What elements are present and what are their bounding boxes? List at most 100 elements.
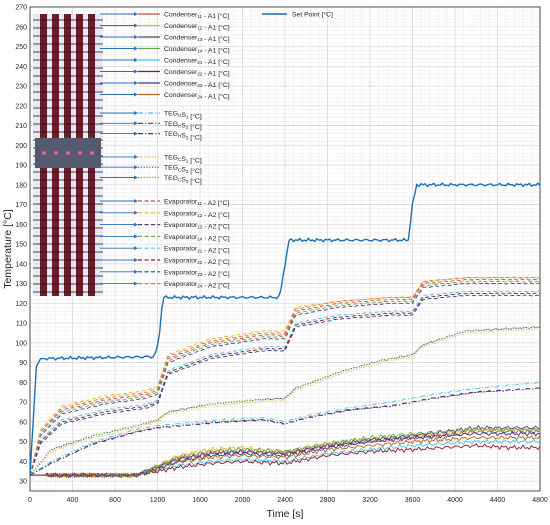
y-tick-label: 150 [15,242,27,249]
legend-arrowhead [134,234,138,239]
x-tick-label: 2400 [277,497,293,504]
series-line [30,425,541,478]
legend-arrowhead [134,199,138,203]
series-line [29,278,541,476]
legend-label: Evaporator14 - A2 [°C] [164,234,230,243]
legend-arrowhead [134,92,138,97]
legend-label: Condenser22 - A1 [°C] [164,69,230,78]
x-tick-label: 3600 [405,497,421,504]
series-line [29,325,541,476]
legend-label: Evaporator24 - A2 [°C] [164,281,230,290]
y-tick-label: 210 [15,123,27,130]
x-tick-label: 1200 [150,497,166,504]
legend-label: Condenser13 - A1 [°C] [164,35,230,44]
legend-arrowhead [134,81,138,85]
legend-label: TEGHS3 [°C] [164,131,202,141]
x-tick-label: 4800 [532,497,548,504]
y-tick-label: 120 [15,301,27,308]
y-tick-label: 30 [19,479,27,486]
x-tick-label: 0 [28,497,32,504]
y-tick-label: 130 [15,281,27,288]
legend-label: TEGCS2 [°C] [164,165,202,175]
sensor-dot [90,151,94,155]
series-line [29,387,541,476]
y-axis-label: Temperature [°C] [2,209,14,289]
legend-label: Evaporator22 - A2 [°C] [164,258,230,267]
legend-label: Condenser24 - A1 [°C] [164,92,230,101]
y-tick-label: 190 [15,163,27,170]
legend-arrowhead [134,46,138,51]
legend-arrowhead [134,23,138,28]
legend-label: Evaporator23 - A2 [°C] [164,269,230,278]
legend-arrowhead [134,246,138,251]
y-tick-label: 70 [19,400,27,407]
y-tick-label: 220 [15,103,27,110]
legend-label: Condenser14 - A1 [°C] [164,46,230,55]
series-line [29,276,541,476]
x-tick-label: 4400 [490,497,506,504]
legend-label: TEGCS1 [°C] [164,154,202,164]
legend-arrowhead [134,121,138,126]
x-tick-label: 4000 [447,497,463,504]
series-line [29,276,541,476]
legend-arrowhead [134,269,138,274]
y-tick-label: 200 [15,143,27,150]
series-line [29,328,541,476]
y-tick-label: 240 [15,64,27,71]
legend-arrowhead [134,175,138,180]
series-line [30,430,541,478]
x-tick-label: 800 [109,497,121,504]
y-tick-label: 180 [15,182,27,189]
series-line [30,435,541,478]
legend: Condenser11 - A1 [°C] Condenser12 - A1 [°… [100,11,333,290]
axis-ticks: 0 400 800 1200 1600 2000 2400 2800 3200 3600 4000 4… [15,5,548,505]
legend-arrowhead [134,165,138,170]
y-tick-label: 270 [15,5,27,12]
y-tick-label: 160 [15,222,27,229]
y-tick-label: 50 [19,439,27,446]
legend-arrowhead [134,58,138,62]
series-line [29,294,541,476]
y-tick-label: 140 [15,261,27,268]
y-tick-label: 110 [16,321,27,328]
series-line [29,182,541,476]
legend-arrowhead [134,69,138,74]
legend-label: Condenser21 - A1 [°C] [164,58,230,67]
y-tick-label: 60 [19,419,27,426]
series-line [29,290,541,476]
legend-label: TEGHS2 [°C] [164,121,202,131]
series-line [29,282,541,476]
legend-arrowhead [134,210,138,215]
legend-label: Condenser12 - A1 [°C] [164,23,230,32]
sensor-dot [54,151,58,155]
heat-exchanger-diagram [33,14,103,296]
legend-label: TEGHS1 [°C] [164,111,202,121]
sensor-dot [42,151,46,155]
legend-arrowhead [134,12,138,16]
legend-arrowhead [134,111,138,115]
legend-arrowhead [134,281,138,286]
series-layer [29,182,541,478]
series-line [29,280,541,476]
legend-label-setpoint: Set Point [°C] [292,11,333,19]
legend-arrowhead [134,222,138,227]
legend-label: Evaporator12 - A2 [°C] [164,210,230,219]
x-tick-label: 2800 [320,497,336,504]
legend-label: Evaporator11 - A2 [°C] [164,199,229,208]
legend-label: Evaporator13 - A2 [°C] [164,222,230,231]
legend-label: Evaporator21 - A2 [°C] [164,246,230,255]
sensor-dot [78,151,82,155]
legend-label: Condenser23 - A1 [°C] [164,81,230,90]
legend-label: TEGCS3 [°C] [164,175,202,185]
plot-frame [29,6,541,492]
legend-arrowhead [134,131,138,136]
sensor-dot [66,151,70,155]
series-line [29,292,540,476]
y-tick-label: 250 [15,44,27,51]
x-axis-label: Time [s] [267,508,304,520]
x-tick-label: 1600 [192,497,208,504]
y-tick-label: 90 [19,360,27,367]
y-tick-label: 40 [19,459,27,466]
legend-arrowhead [134,258,138,262]
